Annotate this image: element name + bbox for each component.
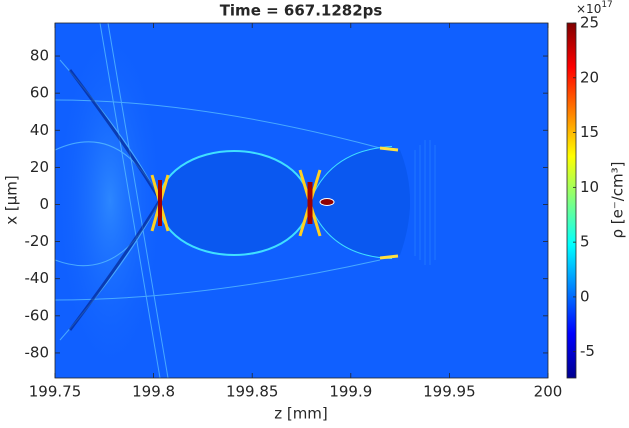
y-tick-label: -80	[25, 343, 50, 361]
plot-frame	[54, 22, 549, 379]
y-tick-label: 80	[30, 47, 49, 65]
x-tick-label: 199.8	[132, 383, 175, 401]
y-tick-label: 60	[30, 84, 49, 102]
y-tick-label: -60	[25, 306, 50, 324]
x-tick-label: 200	[534, 383, 563, 401]
chart-title: Time = 667.1282ps	[220, 2, 383, 20]
x-tick-label: 199.75	[29, 383, 82, 401]
colorbar-tick-label: 10	[580, 178, 599, 196]
y-tick-label: 20	[30, 158, 49, 176]
colorbar	[566, 22, 577, 379]
colorbar-tick-label: 0	[580, 287, 590, 305]
colorbar-multiplier: ×1017	[576, 0, 613, 16]
x-axis-label: z [mm]	[274, 405, 328, 423]
colorbar-tick-label: 5	[580, 233, 590, 251]
x-tick-label: 199.9	[329, 383, 372, 401]
y-tick-label: -20	[25, 232, 50, 250]
multiplier: ×10	[576, 2, 601, 16]
y-axis-label: x [μm]	[3, 175, 21, 225]
y-tick-label: -40	[25, 269, 50, 287]
colorbar-tick-label: 20	[580, 68, 599, 86]
colorbar-label: ρ [e⁻/cm³]	[609, 161, 627, 238]
colorbar-tick-label: 25	[580, 14, 599, 32]
colorbar-tick-label: -5	[580, 342, 595, 360]
y-tick-label: 40	[30, 121, 49, 139]
field-image	[55, 23, 548, 378]
x-tick-label: 199.85	[226, 383, 279, 401]
colorbar-tick-label: 15	[580, 123, 599, 141]
x-tick-label: 199.95	[423, 383, 476, 401]
y-tick-label: 0	[39, 195, 49, 213]
exponent: 17	[601, 0, 612, 10]
